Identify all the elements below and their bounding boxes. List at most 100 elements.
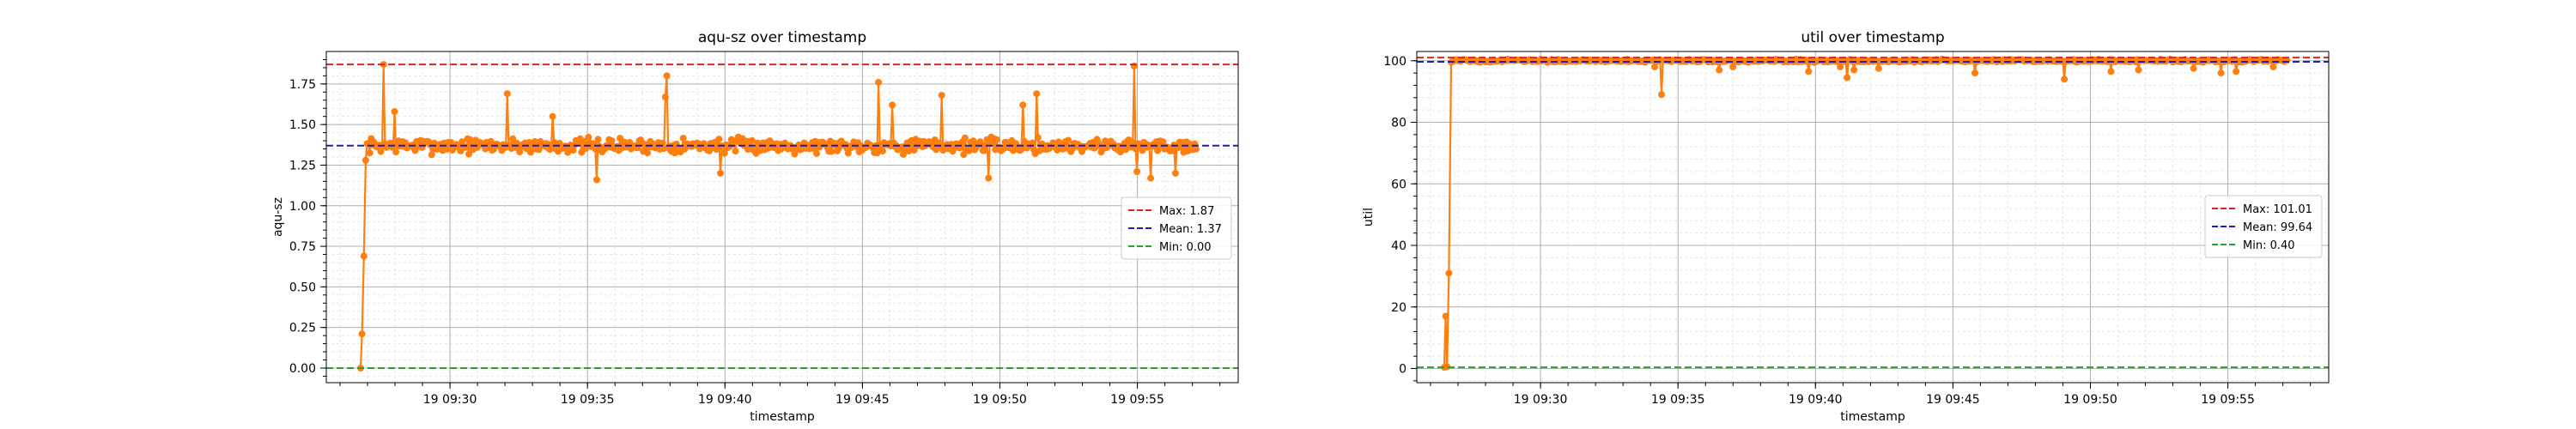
chart-title: aqu-sz over timestamp [698, 29, 866, 46]
data-point [1129, 139, 1137, 147]
legend-label-max: Max: 1.87 [1159, 205, 1214, 218]
data-point [1019, 101, 1027, 109]
data-point [1844, 74, 1851, 82]
data-point [1036, 147, 1043, 154]
data-point [715, 136, 723, 143]
legend-label-max: Max: 101.01 [2243, 203, 2312, 216]
data-point [844, 149, 852, 157]
x-tick-label: 19 09:45 [1926, 393, 1980, 407]
data-point [1033, 90, 1041, 98]
x-tick-label: 19 09:55 [1110, 393, 1164, 407]
y-tick-label: 0.00 [289, 362, 316, 376]
x-tick-label: 19 09:40 [698, 393, 752, 407]
y-tick-label: 1.00 [289, 200, 316, 214]
data-point [679, 135, 687, 142]
data-point [889, 101, 896, 109]
x-tick-label: 19 09:50 [2063, 393, 2117, 407]
data-point [720, 149, 728, 157]
data-point [503, 90, 511, 98]
chart-util: 19 09:30 19 09:35 19 09:40 19 09:45 19 09:50… [1362, 29, 2330, 424]
legend: Max: 101.01 Mean: 99.64 Min: 0.40 [2204, 195, 2323, 258]
data-point [428, 151, 435, 159]
x-tick-label: 19 09:55 [2201, 393, 2255, 407]
data-point [1147, 174, 1155, 182]
x-tick-label: 19 09:35 [561, 393, 615, 407]
y-tick-label: 0.25 [289, 322, 316, 335]
x-tick-label: 19 09:35 [1651, 393, 1705, 407]
data-point [1837, 63, 1844, 70]
data-point [1971, 69, 1978, 77]
legend-label-min: Min: 0.40 [2243, 239, 2295, 252]
reference-lines [326, 63, 1238, 369]
data-point [644, 149, 652, 157]
data-point [585, 133, 592, 141]
reference-lines [1417, 57, 2329, 369]
y-tick-label: 20 [1391, 301, 1406, 315]
legend-label-mean: Mean: 1.37 [1159, 223, 1222, 236]
data-point [938, 92, 945, 100]
data-point [1445, 269, 1453, 277]
data-point [592, 176, 600, 184]
data-point [878, 148, 886, 154]
data-point [981, 147, 988, 154]
y-tick-label: 1.75 [289, 78, 316, 92]
data-point [2061, 76, 2069, 83]
data-point [1442, 312, 1449, 320]
x-tick-label: 19 09:30 [423, 393, 477, 407]
data-point [899, 150, 907, 158]
data-point [663, 72, 671, 80]
data-point [961, 134, 969, 142]
data-point [1159, 138, 1167, 146]
y-tick-label: 1.50 [289, 118, 316, 132]
axis-ticks: 19 09:30 19 09:35 19 09:40 19 09:45 19 09:50… [1383, 55, 2312, 407]
chart-title: util over timestamp [1801, 29, 1944, 46]
data-point [2217, 69, 2225, 77]
data-point [1065, 136, 1072, 144]
data-point [361, 156, 369, 164]
y-tick-label: 40 [1391, 239, 1406, 253]
data-point [905, 148, 913, 155]
data-point [366, 149, 374, 157]
data-point [965, 147, 973, 154]
x-tick-label: 19 09:40 [1789, 393, 1843, 407]
data-point [717, 169, 724, 177]
data-point [1443, 363, 1451, 371]
data-point [835, 144, 842, 152]
data-point [1850, 66, 1858, 74]
data-point [594, 136, 602, 143]
legend-label-min: Min: 0.00 [1159, 241, 1212, 254]
data-point [1658, 91, 1665, 99]
data-point [391, 108, 398, 115]
data-point [999, 145, 1007, 153]
legend: Max: 1.87 Mean: 1.37 Min: 0.00 [1121, 196, 1232, 260]
data-point [748, 136, 756, 144]
legend-label-mean: Mean: 99.64 [2243, 221, 2312, 234]
x-tick-label: 19 09:45 [835, 393, 890, 407]
y-tick-label: 0.50 [289, 281, 316, 294]
data-point [960, 151, 968, 159]
data-point [875, 79, 883, 86]
y-tick-label: 60 [1391, 178, 1406, 191]
data-point [813, 149, 820, 157]
data-point [1122, 146, 1130, 154]
y-tick-label: 0.75 [289, 240, 316, 254]
data-point [828, 148, 835, 155]
data-point [2269, 63, 2277, 70]
x-tick-label: 19 09:50 [973, 393, 1027, 407]
data-point [608, 137, 616, 145]
y-tick-label: 1.25 [289, 159, 316, 172]
data-point [1029, 139, 1036, 147]
y-axis-label: aqu-sz [271, 197, 285, 237]
data-point [1805, 68, 1813, 76]
data-point [360, 252, 368, 260]
data-point [1018, 145, 1025, 153]
data-point [1133, 168, 1141, 175]
legend-box [1121, 196, 1232, 260]
data-point [1874, 64, 1882, 72]
y-tick-label: 100 [1383, 55, 1406, 69]
data-point [993, 136, 1000, 143]
x-tick-label: 19 09:30 [1514, 393, 1568, 407]
data-point [985, 174, 993, 182]
